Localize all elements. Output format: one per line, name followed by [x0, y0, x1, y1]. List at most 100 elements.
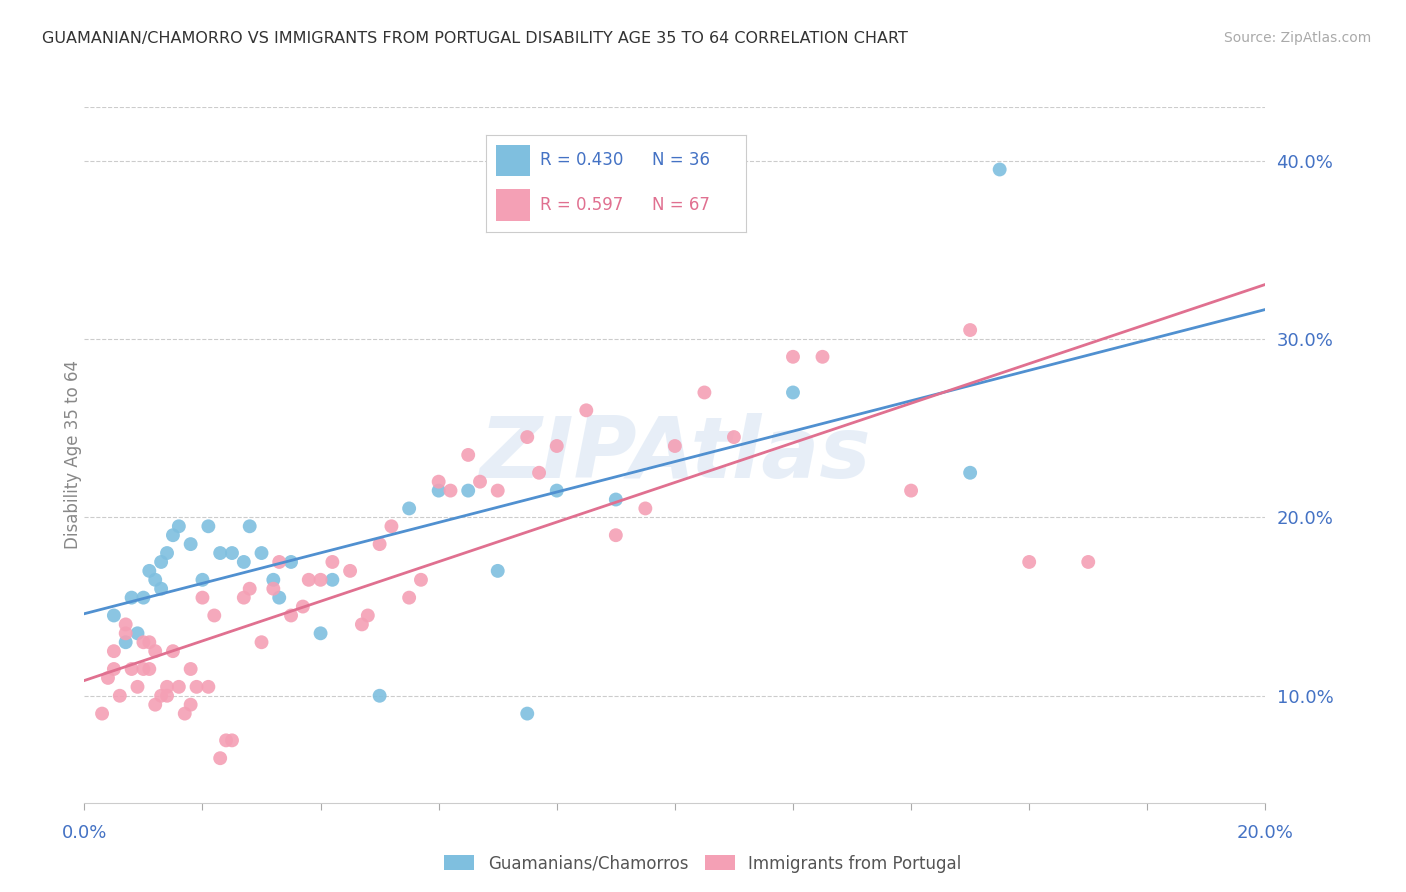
Point [127, 626, 149, 640]
Point [132, 591, 155, 605]
Text: N = 36: N = 36 [652, 152, 710, 169]
Point [209, 546, 232, 560]
Point [127, 680, 149, 694]
Point [156, 680, 179, 694]
Point [143, 698, 166, 712]
Point [114, 626, 136, 640]
Point [427, 475, 450, 489]
Point [468, 475, 491, 489]
Point [280, 555, 302, 569]
Point [280, 608, 302, 623]
Point [486, 564, 509, 578]
Point [605, 492, 627, 507]
Point [114, 617, 136, 632]
Point [138, 635, 160, 649]
Text: N = 67: N = 67 [652, 196, 710, 214]
Point [180, 537, 202, 551]
Point [202, 608, 225, 623]
Point [486, 483, 509, 498]
Point [291, 599, 314, 614]
Point [150, 689, 173, 703]
Point [162, 644, 184, 658]
Point [150, 555, 173, 569]
Point [221, 733, 243, 747]
Point [239, 582, 262, 596]
Point [143, 644, 166, 658]
Point [321, 555, 343, 569]
Text: 0.0%: 0.0% [62, 824, 107, 842]
Point [457, 448, 479, 462]
Point [138, 564, 160, 578]
Point [103, 608, 125, 623]
Point [103, 662, 125, 676]
Point [197, 680, 219, 694]
Point [368, 537, 391, 551]
Point [605, 528, 627, 542]
Point [167, 519, 190, 533]
Point [132, 662, 155, 676]
Point [239, 519, 262, 533]
Point [409, 573, 432, 587]
Point [959, 323, 981, 337]
Point [132, 635, 155, 649]
Point [162, 528, 184, 542]
Point [197, 519, 219, 533]
Point [357, 608, 380, 623]
Point [321, 573, 343, 587]
Point [108, 689, 131, 703]
Point [380, 519, 402, 533]
Point [693, 385, 716, 400]
Legend: Guamanians/Chamorros, Immigrants from Portugal: Guamanians/Chamorros, Immigrants from Po… [437, 848, 969, 880]
Point [232, 591, 254, 605]
Point [309, 573, 332, 587]
Point [457, 483, 479, 498]
Point [398, 501, 420, 516]
Text: ZIPAtlas: ZIPAtlas [479, 413, 870, 497]
Point [298, 573, 321, 587]
Point [167, 680, 190, 694]
Bar [496, 189, 530, 220]
Point [527, 466, 550, 480]
Point [811, 350, 834, 364]
Point [232, 555, 254, 569]
Text: Source: ZipAtlas.com: Source: ZipAtlas.com [1223, 31, 1371, 45]
Point [150, 582, 173, 596]
Point [1018, 555, 1040, 569]
Point [186, 680, 208, 694]
Point [121, 591, 143, 605]
Point [782, 385, 804, 400]
Text: R = 0.430: R = 0.430 [540, 152, 624, 169]
Point [782, 350, 804, 364]
Point [959, 466, 981, 480]
Text: 20.0%: 20.0% [1237, 824, 1294, 842]
Point [368, 689, 391, 703]
Point [546, 439, 568, 453]
Point [180, 698, 202, 712]
Point [156, 689, 179, 703]
Point [900, 483, 922, 498]
Y-axis label: Disability Age 35 to 64: Disability Age 35 to 64 [65, 360, 82, 549]
Point [427, 483, 450, 498]
Point [269, 555, 291, 569]
Point [191, 591, 214, 605]
Point [546, 483, 568, 498]
Point [91, 706, 114, 721]
Point [221, 546, 243, 560]
Point [634, 501, 657, 516]
Text: R = 0.597: R = 0.597 [540, 196, 624, 214]
Point [103, 644, 125, 658]
Point [1077, 555, 1099, 569]
Point [664, 439, 686, 453]
Point [575, 403, 598, 417]
Point [723, 430, 745, 444]
Point [350, 617, 373, 632]
Point [516, 706, 538, 721]
Point [250, 546, 273, 560]
Point [138, 662, 160, 676]
Point [97, 671, 120, 685]
Point [988, 162, 1011, 177]
Point [143, 573, 166, 587]
Point [180, 662, 202, 676]
Point [309, 626, 332, 640]
Point [262, 582, 284, 596]
